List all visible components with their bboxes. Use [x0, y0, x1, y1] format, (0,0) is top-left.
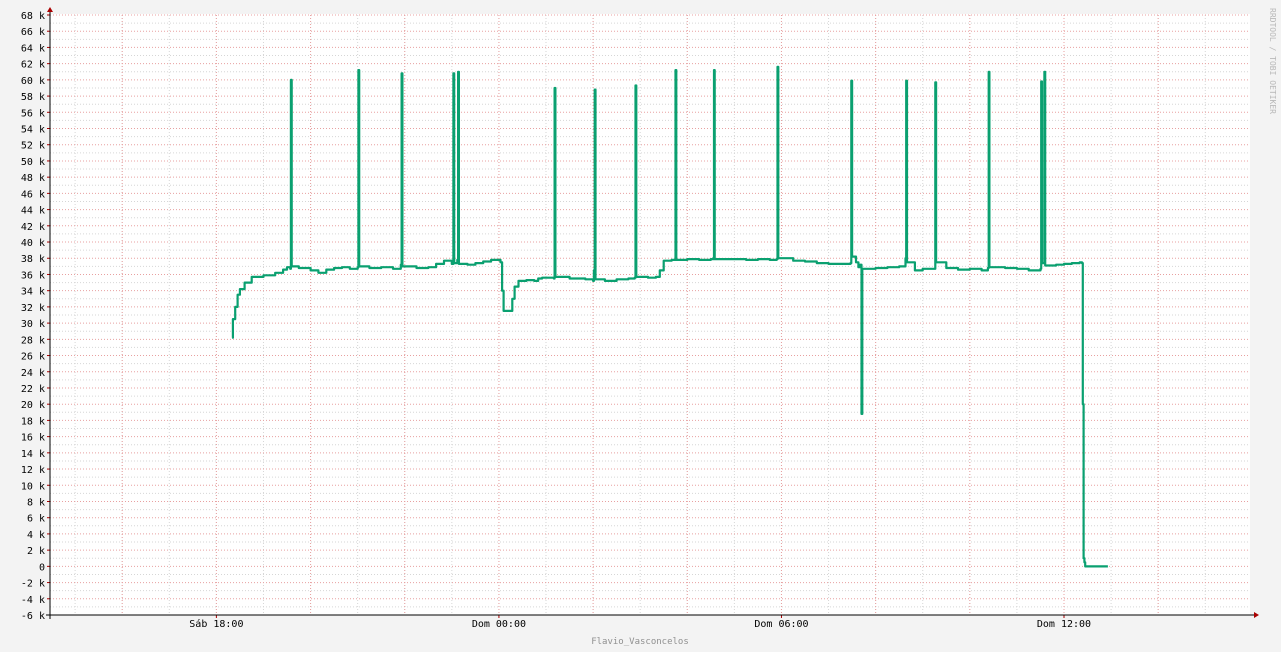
y-tick-label: 0 [39, 562, 45, 573]
y-tick-label: 56 k [21, 108, 45, 119]
x-tick-label: Dom 00:00 [472, 619, 526, 630]
y-tick-label: 18 k [21, 416, 45, 427]
y-tick-label: 6 k [27, 514, 45, 525]
y-tick-label: 44 k [21, 206, 45, 217]
y-tick-label: 64 k [21, 43, 45, 54]
y-tick-label: 48 k [21, 173, 45, 184]
footer-label: Flavio_Vasconcelos [591, 637, 689, 647]
y-tick-label: 62 k [21, 60, 45, 71]
y-tick-label: 42 k [21, 222, 45, 233]
y-tick-label: 2 k [27, 546, 45, 557]
y-tick-label: 16 k [21, 433, 45, 444]
series-line [231, 65, 1108, 568]
y-tick-label: 30 k [21, 319, 45, 330]
y-tick-label: 68 k [21, 11, 45, 22]
major-grid [50, 14, 1250, 616]
x-tick-label: Dom 06:00 [754, 619, 808, 630]
y-tick-label: -2 k [21, 579, 45, 590]
y-tick-label: 66 k [21, 27, 45, 38]
y-tick-label: 12 k [21, 465, 45, 476]
watermark: RRDTOOL / TOBI OETIKER [1268, 8, 1277, 114]
y-axis-arrow-icon [47, 7, 53, 12]
y-tick-label: 32 k [21, 303, 45, 314]
series-layer [231, 65, 1108, 568]
y-tick-label: 50 k [21, 157, 45, 168]
y-tick-label: 4 k [27, 530, 45, 541]
y-tick-label: 36 k [21, 270, 45, 281]
y-tick-label: -4 k [21, 595, 45, 606]
y-tick-label: 24 k [21, 368, 45, 379]
y-tick-label: 28 k [21, 335, 45, 346]
y-tick-label: 34 k [21, 287, 45, 298]
x-tick-label: Sáb 18:00 [189, 618, 243, 630]
y-tick-label: 58 k [21, 92, 45, 103]
y-tick-label: 22 k [21, 384, 45, 395]
y-axis-labels: -6 k -4 k -2 k 0 2 k 4 k 6 k 8 k 10 k 12 k 14 k 16 … [21, 11, 50, 622]
y-tick-label: 8 k [27, 497, 45, 508]
y-tick-label: 20 k [21, 400, 45, 411]
y-tick-label: 14 k [21, 449, 45, 460]
y-tick-label: 26 k [21, 352, 45, 363]
y-tick-label: 54 k [21, 125, 45, 136]
y-tick-label: 60 k [21, 76, 45, 87]
y-tick-label: -6 k [21, 611, 45, 622]
y-tick-label: 46 k [21, 189, 45, 200]
axes [46, 7, 1259, 619]
x-axis-arrow-icon [1254, 612, 1259, 618]
x-tick-label: Dom 12:00 [1037, 619, 1091, 630]
y-tick-label: 40 k [21, 238, 45, 249]
y-tick-label: 38 k [21, 254, 45, 265]
minor-grid [50, 15, 1250, 615]
y-tick-label: 10 k [21, 481, 45, 492]
y-tick-label: 52 k [21, 141, 45, 152]
